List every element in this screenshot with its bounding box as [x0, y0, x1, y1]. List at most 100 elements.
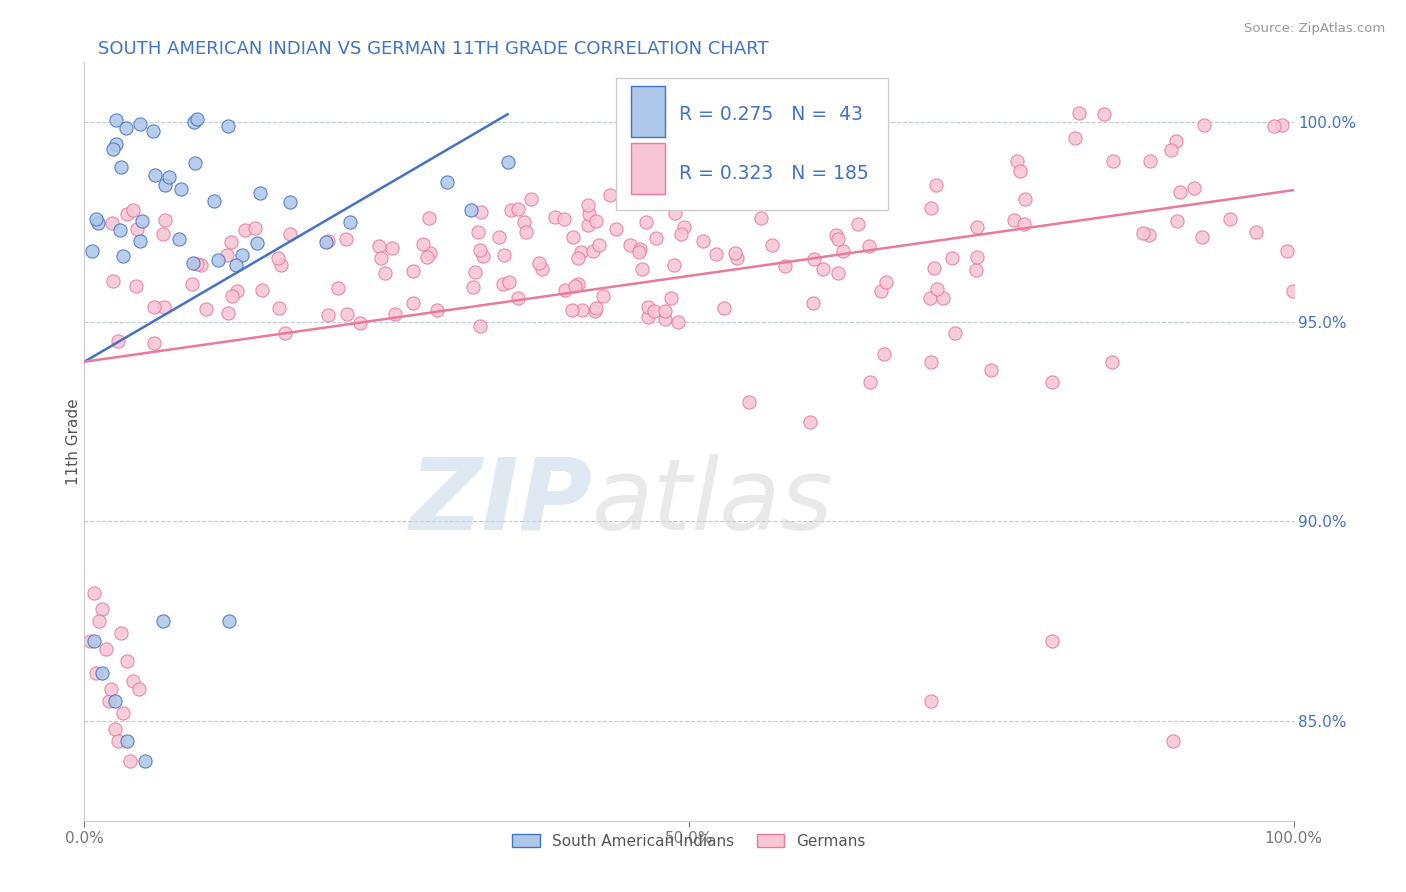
Point [643, 303, 665, 318]
Point [692, 234, 714, 248]
Point [1132, 227, 1154, 241]
Point [402, 296, 425, 310]
Point [419, 246, 441, 260]
Point [492, 277, 515, 291]
Point [143, 300, 166, 314]
Point [97, 694, 120, 708]
Point [202, 194, 225, 209]
Point [1160, 143, 1182, 157]
Point [704, 247, 727, 261]
Point [79, 634, 101, 648]
Point [920, 694, 942, 708]
Point [104, 722, 127, 736]
Point [101, 142, 124, 156]
Point [80, 244, 103, 258]
FancyBboxPatch shape [631, 86, 665, 137]
Point [249, 186, 271, 200]
Point [520, 192, 543, 206]
Point [124, 279, 146, 293]
Point [83, 634, 105, 648]
Point [1166, 214, 1188, 228]
Point [468, 244, 491, 258]
Point [496, 155, 519, 169]
Point [233, 222, 256, 236]
Point [965, 263, 987, 277]
Point [527, 256, 550, 270]
Point [1139, 153, 1161, 168]
Point [773, 260, 796, 274]
Point [471, 249, 494, 263]
Point [104, 112, 127, 127]
Point [1191, 230, 1213, 244]
Point [1137, 227, 1160, 242]
Point [461, 279, 484, 293]
Point [278, 195, 301, 210]
Point [349, 316, 371, 330]
Point [654, 312, 676, 326]
Point [585, 214, 607, 228]
Text: SOUTH AMERICAN INDIAN VS GERMAN 11TH GRADE CORRELATION CHART: SOUTH AMERICAN INDIAN VS GERMAN 11TH GRA… [98, 40, 769, 58]
Point [870, 284, 893, 298]
Point [873, 347, 896, 361]
Point [925, 178, 948, 192]
Point [221, 235, 243, 250]
Point [1218, 211, 1240, 226]
Point [110, 626, 132, 640]
Point [316, 308, 339, 322]
Point [724, 246, 747, 260]
Point [920, 355, 942, 369]
Point [803, 252, 825, 266]
Point [966, 219, 988, 234]
Point [128, 681, 150, 696]
Point [129, 117, 152, 131]
Point [599, 187, 621, 202]
Point [582, 244, 605, 258]
Point [492, 248, 515, 262]
Point [186, 112, 208, 126]
Point [384, 307, 406, 321]
Point [564, 279, 586, 293]
Point [115, 207, 138, 221]
Point [664, 206, 686, 220]
Text: atlas: atlas [592, 454, 834, 550]
Point [627, 244, 650, 259]
Point [470, 205, 492, 219]
Point [1101, 355, 1123, 369]
Point [1102, 153, 1125, 168]
Point [110, 222, 132, 236]
Point [121, 673, 143, 688]
Point [128, 234, 150, 248]
Point [115, 734, 138, 748]
Point [628, 242, 651, 256]
Point [381, 241, 404, 255]
Point [143, 169, 166, 183]
Point [436, 175, 458, 189]
Point [316, 234, 339, 248]
Point [152, 614, 174, 628]
Point [506, 291, 529, 305]
Point [153, 212, 176, 227]
Point [335, 232, 357, 246]
Text: ZIP: ZIP [409, 454, 592, 550]
Point [464, 265, 486, 279]
Point [918, 291, 941, 305]
Point [183, 115, 205, 129]
Point [637, 310, 659, 324]
Point [576, 219, 599, 233]
Point [153, 178, 176, 192]
Point [402, 264, 425, 278]
Point [966, 250, 988, 264]
Point [1192, 119, 1215, 133]
Point [1168, 185, 1191, 199]
Point [920, 201, 942, 215]
Point [846, 217, 869, 231]
Point [104, 137, 127, 152]
Point [460, 203, 482, 218]
Point [1012, 217, 1035, 231]
Point [470, 319, 492, 334]
Point [142, 335, 165, 350]
Point [506, 202, 529, 217]
Point [749, 211, 772, 225]
Point [125, 222, 148, 236]
Point [86, 665, 108, 680]
